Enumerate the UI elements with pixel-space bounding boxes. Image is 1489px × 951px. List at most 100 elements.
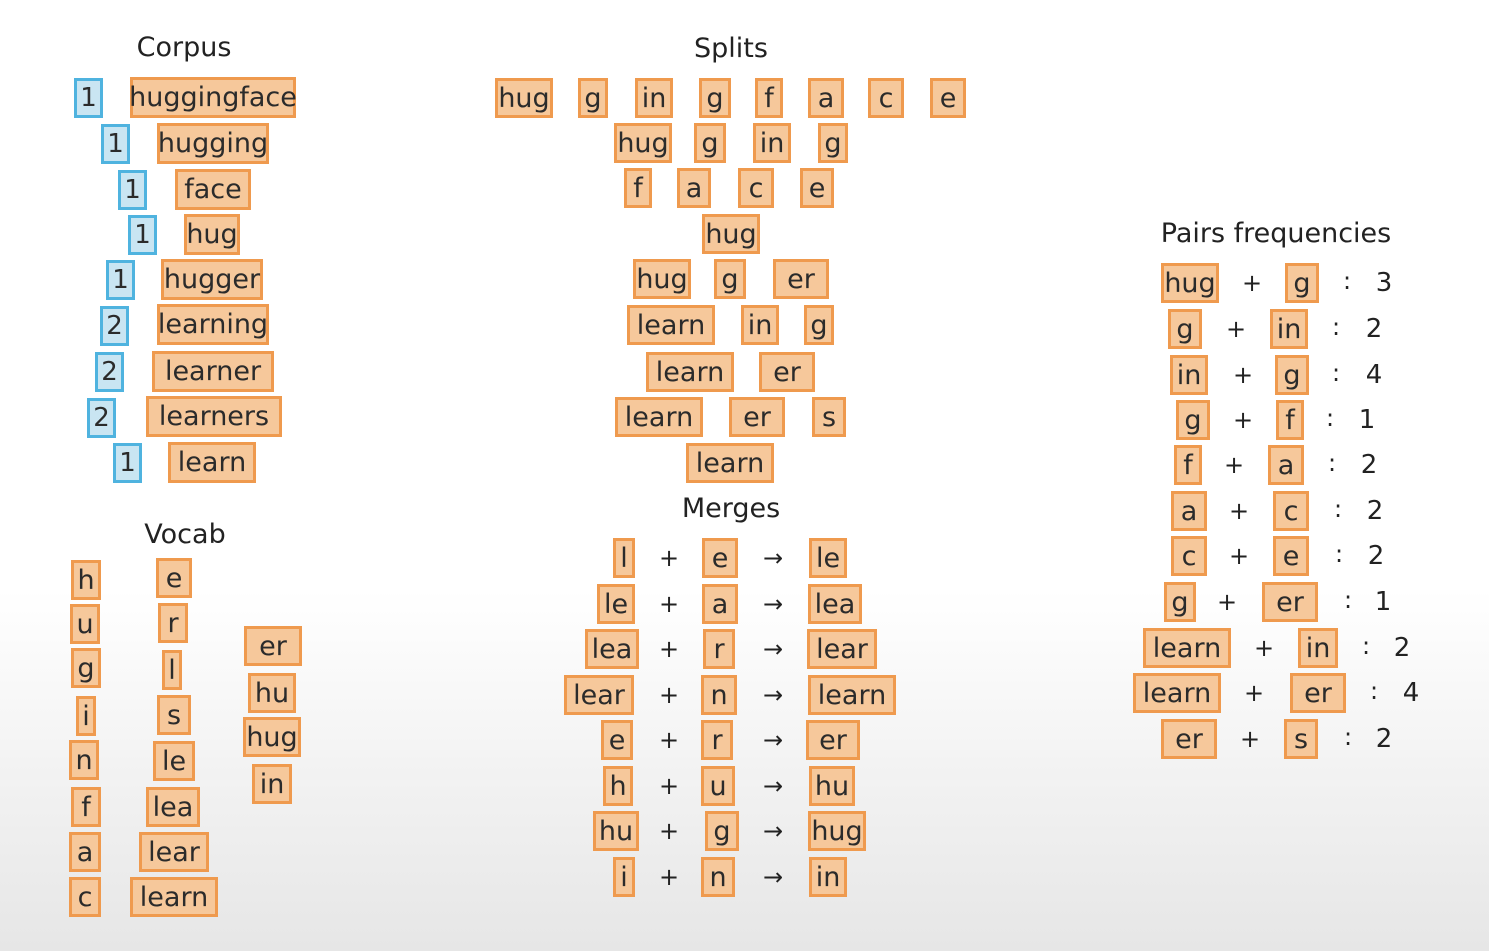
pair-right-token: g — [1275, 355, 1309, 395]
merge-plus: + — [658, 681, 680, 709]
split-token: e — [800, 168, 834, 208]
merge-plus: + — [658, 590, 680, 618]
split-token: er — [773, 259, 829, 299]
pair-colon: : — [1342, 267, 1352, 295]
pair-right-token: er — [1262, 582, 1318, 622]
pair-frequency: 1 — [1358, 405, 1376, 435]
corpus-count: 1 — [74, 78, 103, 118]
split-token: in — [741, 305, 779, 345]
merge-left-token: hu — [593, 811, 639, 851]
split-token: er — [729, 397, 785, 437]
merge-left-token: h — [603, 766, 633, 806]
corpus-title: Corpus — [136, 32, 232, 63]
split-token: a — [808, 78, 844, 118]
pair-frequency: 3 — [1375, 268, 1393, 298]
pair-left-token: g — [1164, 582, 1196, 622]
merge-left-token: lea — [585, 629, 639, 669]
split-token: hug — [702, 214, 760, 254]
corpus-word: huggingface — [129, 77, 297, 118]
corpus-word: face — [175, 169, 251, 210]
pair-right-token: in — [1298, 628, 1338, 668]
pair-colon: : — [1331, 313, 1341, 341]
corpus-word: learner — [152, 351, 274, 392]
pair-frequency: 2 — [1360, 450, 1378, 480]
merge-plus: + — [658, 772, 680, 800]
pair-frequency: 2 — [1375, 724, 1393, 754]
merge-result-token: hug — [808, 811, 866, 851]
split-token: e — [930, 78, 966, 118]
split-token: er — [759, 352, 815, 392]
corpus-word: learning — [157, 304, 269, 345]
split-token: g — [804, 305, 834, 345]
split-token: f — [624, 168, 652, 208]
corpus-count: 1 — [128, 215, 157, 255]
pair-left-token: er — [1161, 719, 1217, 759]
vocab-token: c — [69, 877, 101, 917]
merge-plus: + — [658, 635, 680, 663]
pair-left-token: learn — [1133, 673, 1221, 713]
pair-plus: + — [1243, 679, 1265, 707]
merge-result-token: er — [806, 720, 860, 760]
split-token: g — [578, 78, 608, 118]
split-token: s — [812, 397, 846, 437]
corpus-word: learners — [146, 396, 282, 437]
corpus-word: hugging — [157, 123, 269, 164]
pair-plus: + — [1228, 542, 1250, 570]
pair-plus: + — [1228, 497, 1250, 525]
corpus-word: hug — [184, 214, 240, 255]
vocab-token: a — [69, 832, 101, 872]
vocab-token: g — [71, 648, 101, 688]
merge-left-token: lear — [564, 675, 634, 715]
merge-arrow: → — [762, 635, 784, 663]
merge-result-token: hu — [809, 766, 855, 806]
split-token: in — [635, 78, 673, 118]
vocab-token: s — [157, 695, 191, 735]
merge-right-token: r — [701, 720, 733, 760]
pair-right-token: a — [1268, 445, 1304, 485]
merge-left-token: le — [597, 584, 635, 624]
vocab-token: hu — [248, 673, 296, 713]
corpus-count: 1 — [101, 124, 130, 164]
vocab-token: f — [71, 787, 101, 827]
pair-frequency: 2 — [1365, 314, 1383, 344]
pair-colon: : — [1333, 495, 1343, 523]
split-token: c — [868, 78, 904, 118]
pair-left-token: f — [1174, 445, 1202, 485]
merge-result-token: lear — [807, 629, 877, 669]
merge-right-token: g — [705, 811, 739, 851]
merge-arrow: → — [762, 817, 784, 845]
corpus-count: 2 — [95, 352, 124, 392]
split-token: hug — [614, 123, 672, 163]
pair-right-token: c — [1273, 491, 1309, 531]
pair-plus: + — [1241, 269, 1263, 297]
split-token: g — [699, 78, 731, 118]
merge-right-token: e — [702, 538, 738, 578]
vocab-token: in — [252, 764, 292, 804]
pair-right-token: in — [1270, 309, 1308, 349]
pair-plus: + — [1253, 634, 1275, 662]
split-token: learn — [686, 443, 774, 483]
corpus-count: 1 — [118, 170, 147, 210]
pair-left-token: g — [1176, 400, 1210, 440]
pair-plus: + — [1232, 406, 1254, 434]
split-token: a — [677, 168, 711, 208]
vocab-token: lea — [146, 787, 200, 827]
pair-frequency: 4 — [1365, 360, 1383, 390]
merge-right-token: r — [703, 629, 735, 669]
pair-right-token: f — [1276, 400, 1304, 440]
merge-right-token: n — [701, 857, 735, 897]
pair-colon: : — [1334, 540, 1344, 568]
split-token: g — [694, 123, 726, 163]
merge-arrow: → — [762, 681, 784, 709]
split-token: hug — [633, 259, 691, 299]
pair-frequency: 1 — [1374, 587, 1392, 617]
pair-right-token: er — [1290, 673, 1346, 713]
pair-left-token: c — [1171, 536, 1207, 576]
merge-plus: + — [658, 544, 680, 572]
vocab-token: n — [69, 740, 99, 780]
merge-left-token: e — [601, 720, 633, 760]
pair-plus: + — [1232, 361, 1254, 389]
merge-left-token: i — [613, 857, 635, 897]
vocab-token: i — [76, 696, 96, 736]
split-token: in — [753, 123, 791, 163]
